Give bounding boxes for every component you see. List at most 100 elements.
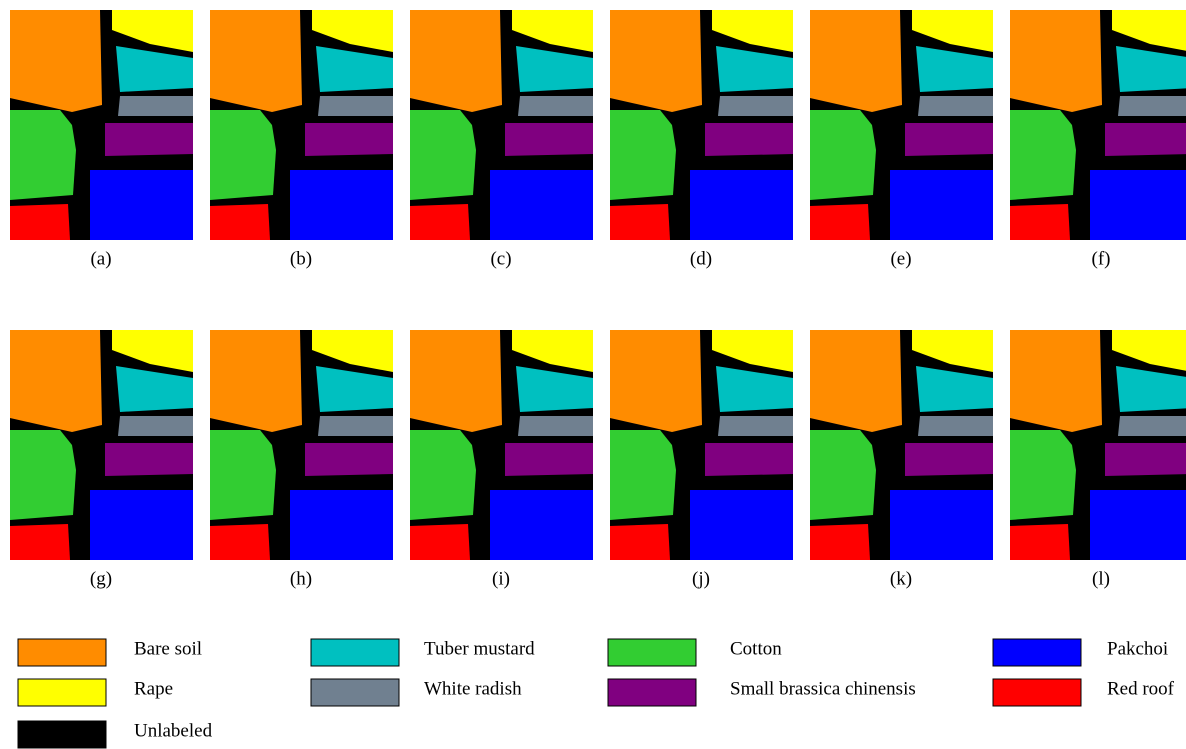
map-region [918,416,993,436]
map-region [118,96,193,116]
map-region [718,416,793,436]
panel-label: (d) [690,248,712,269]
map-region [1010,204,1070,240]
map-region [10,524,70,560]
map-region [610,204,670,240]
map-region [210,330,302,432]
map-region [610,430,676,520]
map-region [305,123,393,156]
map-region [318,96,393,116]
legend-label: Small brassica chinensis [730,678,916,699]
map-region [690,170,793,240]
panel-label: (l) [1092,568,1110,589]
map-region [610,330,702,432]
map-region [105,443,193,476]
map-region [1010,10,1102,112]
panel-label: (g) [90,568,112,589]
legend-label: Rape [134,678,173,699]
map-region [1105,443,1186,476]
map-region [810,430,876,520]
map-region [1105,123,1186,156]
legend-label: Tuber mustard [424,638,535,659]
panel-label: (j) [692,568,710,589]
legend-label: Cotton [730,638,782,659]
legend-swatch [18,639,106,666]
classification-map [810,10,993,240]
map-region [10,330,102,432]
legend-label: White radish [424,678,522,699]
map-region [890,170,993,240]
map-region [705,443,793,476]
classification-map [210,10,393,240]
legend-swatch [311,679,399,706]
legend-label: Bare soil [134,638,202,659]
map-region [518,96,593,116]
map-region [210,10,302,112]
map-region [890,490,993,560]
map-region [610,10,702,112]
legend-swatch [18,721,106,748]
map-region [410,10,502,112]
legend-label: Red roof [1107,678,1175,699]
panel-label: (h) [290,568,312,589]
map-region [290,490,393,560]
legend-swatch [608,639,696,666]
map-region [410,204,470,240]
map-region [10,110,76,200]
legend-swatch [608,679,696,706]
panel-label: (f) [1092,248,1111,269]
map-region [690,490,793,560]
panel-label: (a) [90,248,111,269]
classification-map [410,330,593,560]
map-region [1010,110,1076,200]
legend-label: Pakchoi [1107,638,1168,659]
map-region [10,204,70,240]
panel-label: (e) [890,248,911,269]
map-region [90,170,193,240]
map-region [610,110,676,200]
map-region [1118,416,1186,436]
classification-map [10,10,193,240]
classification-map [210,330,393,560]
classification-map [410,10,593,240]
map-region [210,524,270,560]
map-region [10,430,76,520]
map-region [918,96,993,116]
map-region [118,416,193,436]
classification-map [610,10,793,240]
panel-label: (k) [890,568,912,589]
map-region [505,443,593,476]
legend-swatch [993,639,1081,666]
map-region [905,443,993,476]
map-region [1010,524,1070,560]
map-region [105,123,193,156]
map-region [1010,430,1076,520]
map-region [1010,330,1102,432]
map-region [490,170,593,240]
legend-swatch [993,679,1081,706]
classification-map [1010,330,1186,560]
classification-map [810,330,993,560]
map-region [90,490,193,560]
map-region [705,123,793,156]
figure: (a)(b)(c)(d)(e)(f)(g)(h)(i)(j)(k)(l)Bare… [0,0,1186,749]
map-region [610,524,670,560]
map-region [210,204,270,240]
map-region [810,10,902,112]
map-region [210,110,276,200]
map-region [905,123,993,156]
map-region [318,416,393,436]
classification-map [1010,10,1186,240]
legend-swatch [311,639,399,666]
map-region [810,330,902,432]
classification-map [10,330,193,560]
map-region [810,110,876,200]
map-region [505,123,593,156]
map-region [10,10,102,112]
map-region [810,524,870,560]
map-region [410,330,502,432]
map-region [410,524,470,560]
map-region [305,443,393,476]
map-region [1090,490,1186,560]
map-region [1090,170,1186,240]
